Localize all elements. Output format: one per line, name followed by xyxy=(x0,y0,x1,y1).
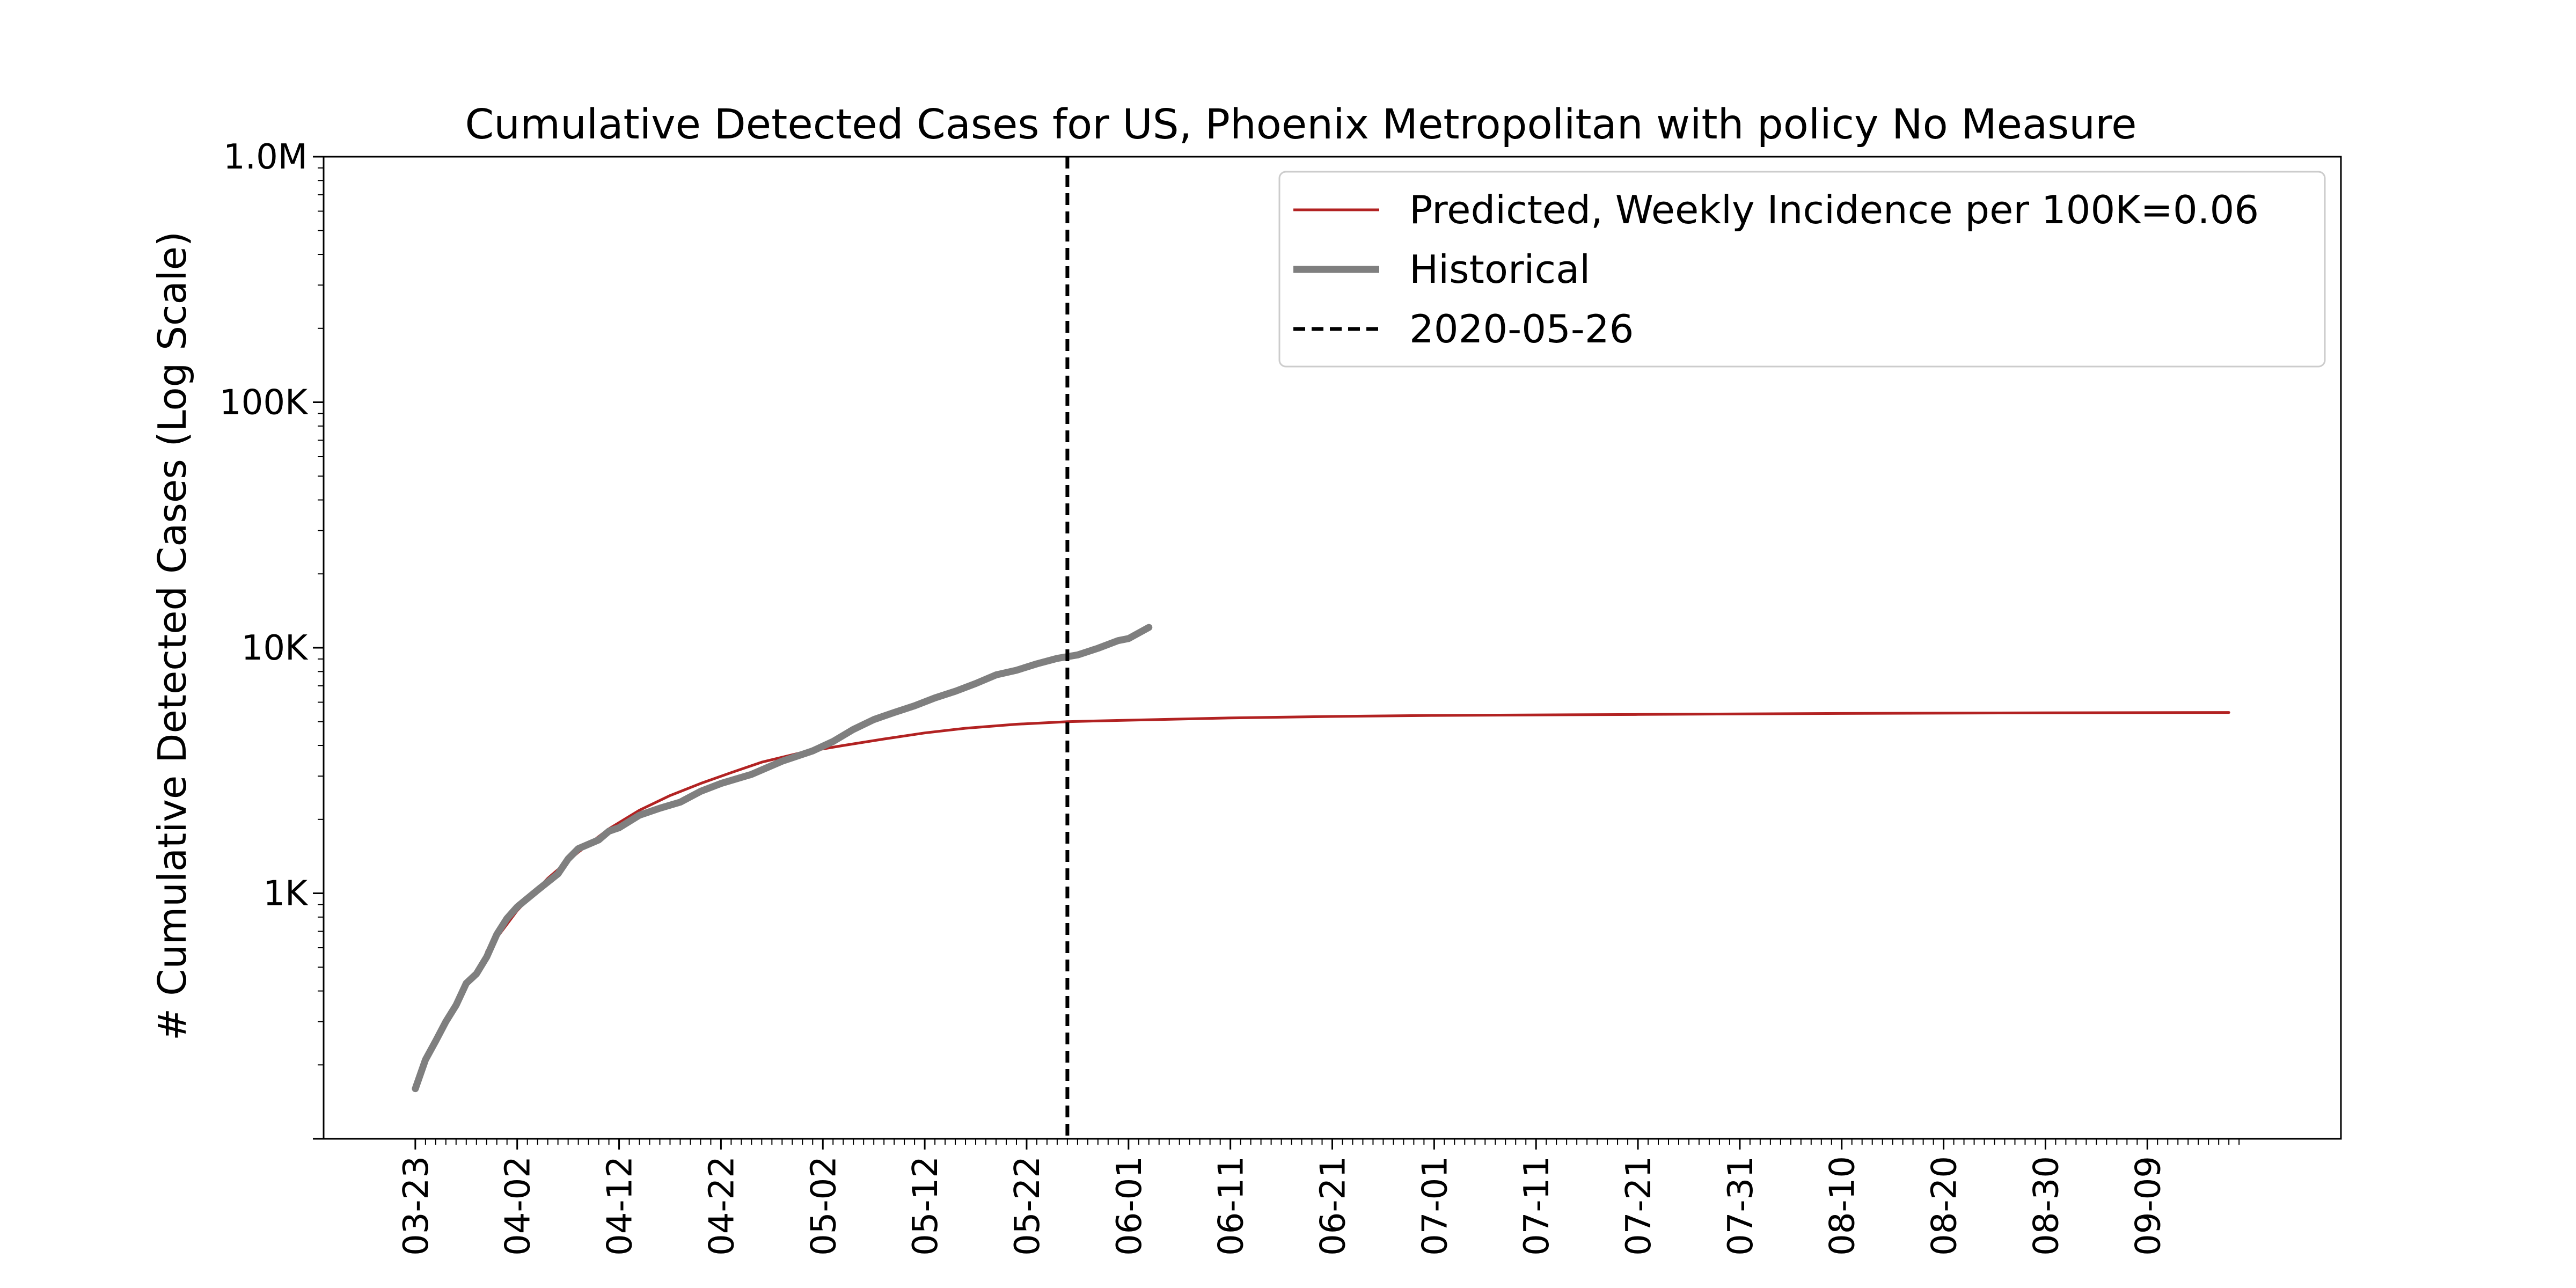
y-tick-label: 10K xyxy=(241,628,309,668)
x-tick-label: 04-12 xyxy=(601,1156,640,1256)
y-axis-label: # Cumulative Detected Cases (Log Scale) xyxy=(150,231,195,1041)
x-tick-label: 07-21 xyxy=(1619,1156,1659,1256)
y-tick-label: 1K xyxy=(263,874,309,914)
x-tick-label: 08-10 xyxy=(1823,1156,1863,1256)
x-tick-label: 06-21 xyxy=(1314,1156,1353,1256)
x-tick-label: 03-23 xyxy=(397,1156,436,1256)
x-tick-label: 05-02 xyxy=(804,1156,844,1256)
x-tick-label: 04-22 xyxy=(702,1156,742,1256)
x-tick-label: 05-12 xyxy=(906,1156,946,1256)
x-tick-label: 06-11 xyxy=(1212,1156,1252,1256)
x-tick-label: 07-11 xyxy=(1517,1156,1557,1256)
y-tick-label: 100K xyxy=(219,383,309,423)
legend-reference-date-label: 2020-05-26 xyxy=(1409,306,1634,352)
x-tick-label: 06-01 xyxy=(1110,1156,1150,1256)
plot-area: 1K 10K 100K 1.0M 03-23 04-02 04-12 04-22 05-02 05… xyxy=(219,137,2342,1256)
x-tick-label: 05-22 xyxy=(1008,1156,1048,1256)
x-tick-label: 09-09 xyxy=(2128,1156,2168,1256)
legend: Predicted, Weekly Incidence per 100K=0.0… xyxy=(1278,171,2326,368)
legend-box xyxy=(1278,171,2326,368)
x-tick-label: 07-01 xyxy=(1415,1156,1455,1256)
x-tick-label: 07-31 xyxy=(1721,1156,1761,1256)
predicted-series-line xyxy=(485,711,2230,953)
y-tick-label: 1.0M xyxy=(223,137,308,177)
legend-historical-label: Historical xyxy=(1409,247,1590,292)
x-tick-label: 08-30 xyxy=(2026,1156,2066,1256)
historical-series-line xyxy=(412,624,1153,1093)
legend-predicted-label: Predicted, Weekly Incidence per 100K=0.0… xyxy=(1409,187,2259,232)
chart-title: Cumulative Detected Cases for US, Phoeni… xyxy=(465,101,2137,149)
x-tick-label: 08-20 xyxy=(1925,1156,1965,1256)
x-tick-label: 04-02 xyxy=(499,1156,538,1256)
